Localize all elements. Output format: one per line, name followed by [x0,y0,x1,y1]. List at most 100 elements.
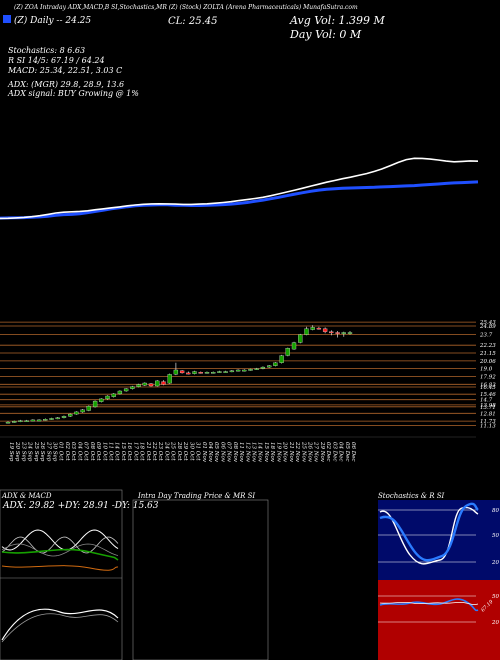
close-label: CL: 25.45 [168,16,218,27]
x-tick-label: 15 Oct [120,442,126,461]
minus-di-line [1,543,119,557]
x-tick-label: 14 Nov [257,442,263,463]
x-tick-label: 20 Sep [14,441,20,462]
intraday-panel-title: Intra Day Trading Price & MR SI [138,492,256,500]
x-tick-label: 25 Oct [170,441,176,461]
price-level-label: 23.7 [479,333,493,339]
candle-body [117,390,123,395]
candle-body [155,380,160,387]
candle-body [43,419,48,421]
candle-body [235,369,241,372]
rsi-tick-label: 50 [492,594,499,600]
candle-body [267,365,272,368]
candle-body [316,327,322,330]
adx-panel-title: ADX & MACD [2,492,52,500]
stoch-tick-label: 50 [492,533,499,539]
ma-blue-line [0,180,479,220]
x-tick-label: 05 Nov [213,442,219,463]
candle-body [5,421,11,424]
candle-body [18,420,23,422]
plus-di-line [1,536,119,554]
x-tick-label: 24 Oct [164,441,170,461]
x-tick-label: 27 Sep [45,441,51,462]
candle-body [260,366,266,369]
x-tick-label: 27 Nov [313,441,319,463]
candle-body [74,411,79,415]
x-tick-label: 29 Oct [182,441,188,461]
candle-body [273,362,278,366]
rsi-panel-bg [378,580,500,660]
x-tick-label: 24 Sep [27,441,33,462]
candle-body [142,382,147,386]
x-tick-label: 09 Oct [95,442,101,461]
x-tick-label: 30 Oct [188,442,194,461]
macd-signal-line [1,613,119,643]
x-tick-label: 16 Oct [126,442,132,461]
candle-body [347,332,353,334]
x-tick-label: 21 Oct [145,441,151,461]
candle-body [322,328,328,332]
candle-body [217,371,222,373]
candle-body [279,355,284,363]
stochastics-readout: Stochastics: 8 6.63 [8,46,86,55]
x-tick-label: 14 Oct [114,442,120,461]
ma-white-line [0,157,479,220]
candle-body [92,400,98,408]
candle-body [223,371,228,373]
x-tick-label: 17 Oct [132,442,138,461]
adx-panel-readout: ADX: 29.82 +DY: 28.91 -DY: 15.63 [3,501,159,511]
x-tick-label: 07 Oct [83,442,89,461]
candle-body [192,371,197,374]
x-tick-label: 23 Sep [20,441,26,462]
macd-readout: MACD: 25.34, 22.51, 3.03 C [8,66,123,75]
header-title: (Z) ZOA Intraday ADX,MACD,B SI,Stochasti… [14,4,358,11]
price-level-label: 22.23 [479,343,496,349]
macd-line [1,608,119,641]
candle-body [242,369,247,372]
candle-body [123,388,129,392]
x-tick-label: 04 Oct [76,442,82,461]
price-level-label: 19.0 [480,367,493,373]
candle-body [173,369,179,375]
candle-body [105,395,110,400]
x-tick-label: 04 Dec [338,442,344,462]
rsi-readout: R SI 14/5: 67.19 / 64.24 [8,56,105,65]
candle-body [285,348,290,356]
price-level-label: 13.98 [480,403,496,409]
stoch-panel-title: Stochastics & R SI [378,492,445,500]
x-tick-label: 29 Nov [319,441,325,463]
x-tick-label: 26 Nov [307,441,313,463]
x-tick-label: 31 Oct [195,442,201,461]
x-tick-label: 25 Sep [33,441,39,462]
candle-body [248,369,253,371]
avg-volume: Avg Vol: 1.399 M [290,14,385,27]
x-tick-label: 18 Oct [139,442,145,461]
adx-panel-frame [0,489,123,660]
stochastics-panel-bg [378,500,500,580]
x-tick-label: 11 Oct [108,442,114,461]
price-level-label: 24.89 [479,324,496,330]
candle-body [161,381,166,385]
price-level-label: 20.06 [479,359,496,365]
candle-body [329,331,334,334]
x-tick-label: 02 Oct [64,442,70,461]
candle-body [186,372,191,375]
x-tick-label: 20 Nov [282,441,288,463]
candle-body [130,386,135,389]
x-tick-label: 19 Nov [275,442,281,463]
candle-body [211,372,216,374]
rsi-tick-label: 20 [491,620,499,626]
intraday-panel-frame [132,499,269,660]
x-tick-label: 01 Oct [58,442,64,461]
candle-body [99,398,104,402]
price-level-label: 17.92 [480,374,496,380]
stoch-tick-label: 20 [491,560,499,566]
x-tick-label: 08 Oct [89,442,95,461]
day-volume: Day Vol: 0 M [290,28,362,41]
candle-body [204,372,210,374]
price-level-label: 21.15 [479,351,496,357]
rsi-white-line [379,601,479,606]
x-tick-label: 23 Oct [157,441,163,461]
macd-orange-line [1,565,119,571]
price-level-label: 11.73 [480,419,496,425]
